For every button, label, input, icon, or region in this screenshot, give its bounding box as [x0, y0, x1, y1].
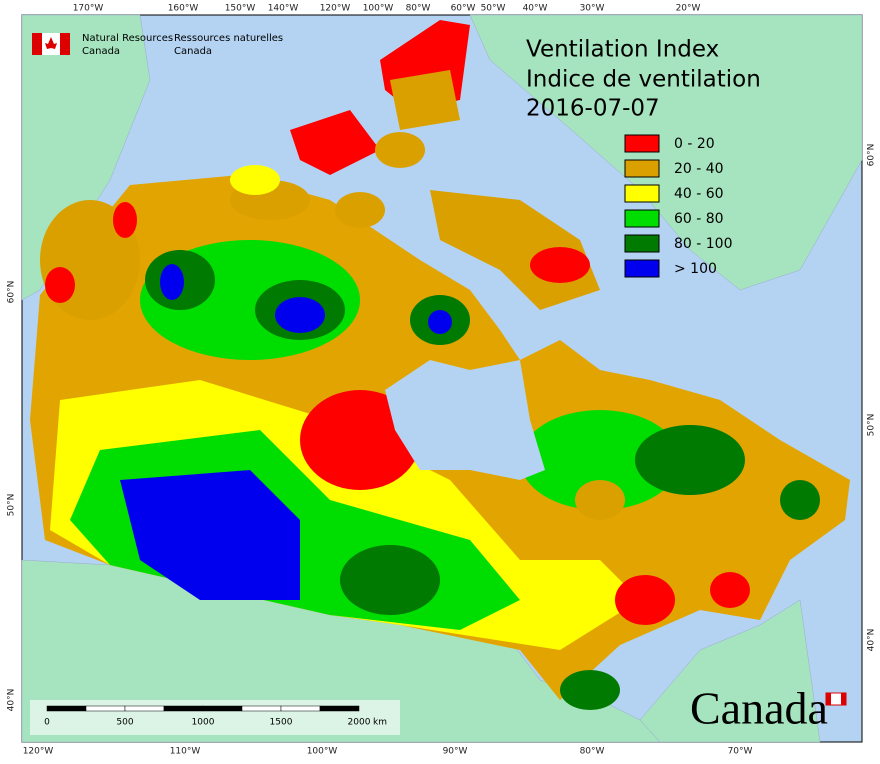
graticule-label: 20°W: [676, 4, 701, 14]
scale-segment: [241, 705, 282, 712]
graticule-label: 120°W: [23, 747, 54, 757]
scale-bar: 0 500 1000 1500 2000 km: [30, 700, 400, 735]
agency-en: Canada: [82, 46, 120, 57]
legend-swatch: [624, 234, 660, 253]
graticule-label: 80°W: [580, 747, 605, 757]
flag-bar: [841, 693, 846, 705]
legend-swatch: [624, 259, 660, 278]
scale-label: 2000: [348, 718, 371, 728]
graticule-label: 80°W: [406, 4, 431, 14]
graticule-label: 50°N: [867, 414, 877, 437]
legend-label: > 100: [674, 261, 717, 277]
agency-fr: Ressources naturelles: [174, 33, 283, 44]
scale-segment: [202, 705, 243, 712]
graticule-label: 40°N: [867, 629, 877, 652]
arctic-islands: [230, 20, 600, 310]
hudson-bay: [385, 360, 545, 480]
scale-label: 0: [44, 718, 50, 728]
graticule-label: 40°W: [523, 4, 548, 14]
legend-swatch: [624, 209, 660, 228]
graticule-label: 170°W: [73, 4, 104, 14]
graticule-label: 30°W: [580, 4, 605, 14]
legend-swatch: [624, 134, 660, 153]
agency-fr: Canada: [174, 46, 212, 57]
graticule-label: 150°W: [225, 4, 256, 14]
graticule-label: 110°W: [170, 747, 201, 757]
flag-bar: [60, 33, 70, 55]
agency-en: Natural Resources: [82, 33, 173, 44]
flag-bar: [32, 33, 42, 55]
graticule-label: 160°W: [168, 4, 199, 14]
legend-label: 80 - 100: [674, 236, 733, 252]
scale-unit: km: [373, 718, 387, 728]
graticule-labels: 170°W 160°W 150°W 140°W 120°W 100°W 80°W 60°W 50…: [7, 4, 877, 757]
scale-segment: [319, 705, 360, 712]
maple-leaf: [45, 37, 57, 49]
title-line: Ventilation Index: [526, 37, 719, 63]
graticule-label: 70°W: [728, 747, 753, 757]
scale-label: 1500: [270, 718, 293, 728]
flag-bar: [826, 693, 831, 705]
legend-label: 20 - 40: [674, 161, 724, 177]
graticule-label: 140°W: [268, 4, 299, 14]
scale-segment: [85, 705, 126, 712]
scale-segment: [163, 705, 204, 712]
graticule-label: 60°N: [867, 144, 877, 167]
legend-label: 0 - 20: [674, 136, 715, 152]
title: Ventilation Index Indice de ventilation …: [526, 37, 761, 122]
scale-segment: [46, 705, 87, 712]
legend: 0 - 20 20 - 40 40 - 60 60 - 80 80 - 100 > 100: [624, 134, 733, 278]
canada-wordmark: Canada: [690, 683, 828, 734]
scale-label: 500: [116, 718, 133, 728]
graticule-label: 100°W: [307, 747, 338, 757]
graticule-label: 50°W: [481, 4, 506, 14]
header: Natural Resources Canada Ressources natu…: [32, 33, 283, 57]
scale-segment: [280, 705, 321, 712]
legend-label: 60 - 80: [674, 211, 724, 227]
graticule-label: 40°N: [7, 689, 17, 712]
legend-label: 40 - 60: [674, 186, 724, 202]
wordmark: Canada: [690, 683, 847, 734]
graticule-label: 60°W: [451, 4, 476, 14]
graticule-label: 50°N: [7, 494, 17, 517]
title-line: Indice de ventilation: [526, 67, 761, 93]
graticule-label: 60°N: [7, 281, 17, 304]
legend-swatch: [624, 159, 660, 178]
legend-swatch: [624, 184, 660, 203]
graticule-label: 120°W: [320, 4, 351, 14]
scale-label: 1000: [192, 718, 215, 728]
scale-segment: [124, 705, 165, 712]
title-line: 2016-07-07: [526, 96, 660, 122]
graticule-label: 90°W: [443, 747, 468, 757]
scale-bg: [30, 700, 400, 735]
graticule-label: 100°W: [363, 4, 394, 14]
